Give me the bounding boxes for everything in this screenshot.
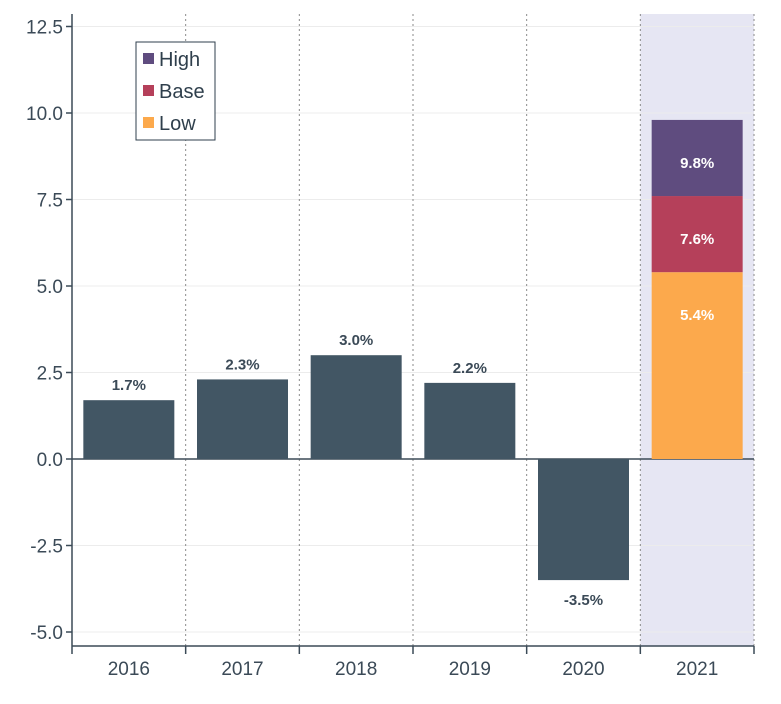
bar-2019 bbox=[424, 382, 516, 459]
y-tick-label-1: 10.0 bbox=[26, 104, 63, 125]
data-label-2020: -3.5% bbox=[564, 592, 603, 609]
bar-low-2021 bbox=[651, 272, 743, 459]
y-axis: 12.5 10.0 7.5 5.0 2.5 0.0 -2.5 -5.0 bbox=[26, 14, 73, 646]
data-label-2019: 2.2% bbox=[453, 360, 487, 377]
x-tick-label-2018: 2018 bbox=[335, 659, 377, 680]
data-label-low-2021: 5.4% bbox=[680, 307, 714, 324]
x-tick-label-2016: 2016 bbox=[108, 659, 150, 680]
legend-swatch-low bbox=[143, 117, 154, 128]
data-label-2018: 3.0% bbox=[339, 332, 373, 349]
x-tick-label-2021: 2021 bbox=[676, 659, 718, 680]
x-axis: 2016 2017 2018 2019 2020 2021 bbox=[71, 458, 755, 680]
legend-swatch-base bbox=[143, 85, 154, 96]
bar-2018 bbox=[310, 355, 402, 459]
legend-label-base: Base bbox=[159, 81, 205, 103]
data-label-2017: 2.3% bbox=[225, 356, 259, 373]
bar-2020 bbox=[538, 459, 629, 581]
y-tick-label-7: -5.0 bbox=[30, 623, 63, 644]
y-tick-label-5: 0.0 bbox=[37, 450, 63, 471]
data-label-2016: 1.7% bbox=[112, 377, 146, 394]
y-tick-label-2: 7.5 bbox=[37, 191, 63, 212]
x-tick-label-2020: 2020 bbox=[562, 659, 604, 680]
bars bbox=[83, 119, 743, 581]
legend-label-low: Low bbox=[159, 113, 196, 135]
legend-label-high: High bbox=[159, 49, 200, 71]
x-tick-label-2019: 2019 bbox=[449, 659, 491, 680]
bar-2016 bbox=[83, 400, 175, 459]
x-tick-label-2017: 2017 bbox=[221, 659, 263, 680]
y-tick-label-0: 12.5 bbox=[26, 18, 63, 39]
data-labels: 1.7% 2.3% 3.0% 2.2% -3.5% 5.4% 7.6% 9.8% bbox=[112, 155, 715, 609]
legend: High Base Low bbox=[135, 41, 216, 141]
data-label-base-2021: 7.6% bbox=[680, 231, 714, 248]
y-tick-label-4: 2.5 bbox=[37, 364, 63, 385]
data-label-high-2021: 9.8% bbox=[680, 155, 714, 172]
legend-swatch-high bbox=[143, 53, 154, 64]
bar-2017 bbox=[197, 379, 288, 459]
bar-high-2021 bbox=[651, 119, 743, 197]
bar-base-2021 bbox=[651, 196, 743, 273]
y-tick-label-6: -2.5 bbox=[30, 537, 63, 558]
y-tick-label-3: 5.0 bbox=[37, 277, 63, 298]
